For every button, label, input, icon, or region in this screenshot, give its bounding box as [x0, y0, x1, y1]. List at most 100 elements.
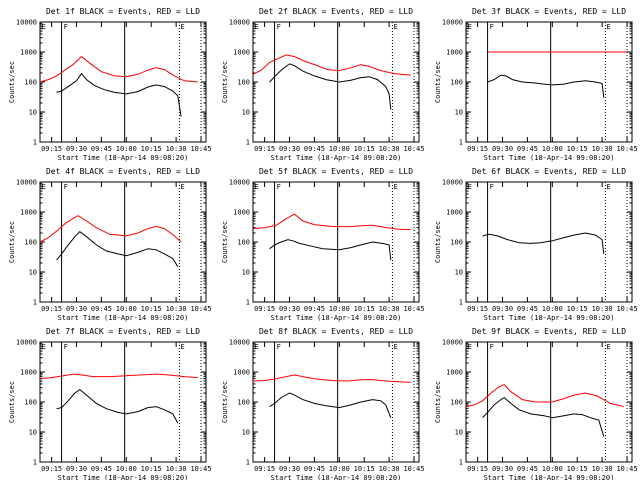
- y-tick-label: 10: [29, 109, 37, 117]
- marker-label: F: [490, 23, 494, 31]
- marker-label: E: [42, 343, 46, 351]
- x-tick-label: 09:15: [41, 305, 62, 313]
- x-tick-label: 09:15: [467, 465, 488, 473]
- y-axis-label: Counts/sec: [434, 221, 442, 263]
- x-tick-label: 10:00: [542, 305, 563, 313]
- events-series-line: [487, 74, 605, 98]
- x-tick-label: 10:15: [141, 145, 162, 153]
- y-axis-label: Counts/sec: [8, 381, 16, 423]
- marker-label: E: [42, 23, 46, 31]
- marker-label: F: [490, 343, 494, 351]
- y-tick-label: 10: [242, 429, 250, 437]
- x-tick-label: 09:45: [304, 465, 325, 473]
- panel-title: Det 1f BLACK = Events, RED = LLD: [46, 7, 200, 16]
- y-tick-label: 10000: [442, 179, 463, 187]
- x-tick-label: 09:45: [517, 465, 538, 473]
- y-tick-label: 1000: [446, 209, 463, 217]
- marker-label: E: [468, 23, 472, 31]
- x-tick-label: 09:30: [492, 305, 513, 313]
- plot-frame: [252, 181, 420, 303]
- panel-title: Det 4f BLACK = Events, RED = LLD: [46, 167, 200, 176]
- y-tick-label: 100: [237, 79, 250, 87]
- panel-title: Det 9f BLACK = Events, RED = LLD: [472, 327, 626, 336]
- x-tick-label: 10:30: [592, 305, 613, 313]
- x-tick-label: 10:45: [190, 145, 211, 153]
- x-tick-label: 10:00: [329, 145, 350, 153]
- y-tick-label: 10000: [16, 179, 37, 187]
- lld-series-line: [39, 215, 182, 243]
- plot-frame: [465, 21, 633, 143]
- y-tick-label: 1: [459, 299, 463, 307]
- x-tick-label: 10:30: [379, 305, 400, 313]
- x-tick-label: 09:30: [492, 465, 513, 473]
- y-tick-label: 1000: [20, 209, 37, 217]
- marker-label: E: [42, 183, 46, 191]
- marker-label: E: [180, 23, 184, 31]
- marker-label: E: [468, 343, 472, 351]
- lld-series-line: [39, 55, 198, 83]
- panel-title: Det 6f BLACK = Events, RED = LLD: [472, 167, 626, 176]
- panel-title: Det 2f BLACK = Events, RED = LLD: [259, 7, 413, 16]
- x-tick-label: 09:15: [467, 305, 488, 313]
- y-tick-label: 100: [450, 399, 463, 407]
- marker-label: F: [277, 183, 281, 191]
- x-tick-label: 09:45: [91, 305, 112, 313]
- events-series-line: [269, 239, 392, 261]
- y-tick-label: 1: [33, 139, 37, 147]
- x-tick-label: 09:30: [279, 145, 300, 153]
- events-series-line: [269, 63, 392, 110]
- marker-label: E: [393, 23, 397, 31]
- y-tick-label: 10: [242, 269, 250, 277]
- x-axis-label: Start Time (18-Apr-14 09:08:20): [58, 474, 189, 480]
- marker-label: F: [277, 343, 281, 351]
- det-panel-6: Det 6f BLACK = Events, RED = LLD 1 10 100 10…: [434, 167, 638, 322]
- y-tick-label: 10000: [229, 19, 250, 27]
- y-tick-label: 10: [455, 109, 463, 117]
- y-axis-label: Counts/sec: [8, 221, 16, 263]
- det-panel-9: Det 9f BLACK = Events, RED = LLD 1 10 100 10…: [434, 327, 638, 480]
- y-tick-label: 1000: [233, 209, 250, 217]
- x-tick-label: 10:45: [403, 465, 424, 473]
- y-tick-label: 100: [237, 399, 250, 407]
- plot-frame: [465, 181, 633, 303]
- y-tick-label: 1: [33, 299, 37, 307]
- x-tick-label: 09:15: [254, 465, 275, 473]
- y-tick-label: 10000: [16, 19, 37, 27]
- y-axis-label: Counts/sec: [434, 61, 442, 103]
- y-tick-label: 1000: [446, 369, 463, 377]
- x-tick-label: 09:45: [91, 465, 112, 473]
- y-tick-label: 10000: [229, 179, 250, 187]
- det-panel-7: Det 7f BLACK = Events, RED = LLD 1 10 100 10…: [8, 327, 212, 480]
- x-tick-label: 10:15: [567, 305, 588, 313]
- x-tick-label: 10:00: [542, 465, 563, 473]
- y-tick-label: 1: [246, 299, 250, 307]
- x-tick-label: 09:15: [254, 145, 275, 153]
- x-tick-label: 10:45: [190, 305, 211, 313]
- x-axis-label: Start Time (18-Apr-14 09:08:20): [58, 314, 189, 322]
- x-axis-label: Start Time (18-Apr-14 09:08:20): [484, 154, 615, 162]
- y-tick-label: 1: [246, 459, 250, 467]
- lld-series-line: [252, 54, 411, 76]
- x-tick-label: 10:30: [166, 465, 187, 473]
- plot-frame: [252, 341, 420, 463]
- y-tick-label: 1000: [446, 49, 463, 57]
- x-tick-label: 10:00: [329, 305, 350, 313]
- x-tick-label: 09:45: [517, 305, 538, 313]
- x-tick-label: 09:15: [41, 465, 62, 473]
- y-tick-label: 10: [455, 269, 463, 277]
- det-panel-3: Det 3f BLACK = Events, RED = LLD 1 10 100 10…: [434, 7, 638, 162]
- x-tick-label: 09:30: [279, 465, 300, 473]
- x-tick-label: 09:15: [41, 145, 62, 153]
- x-tick-label: 09:30: [279, 305, 300, 313]
- x-tick-label: 10:15: [354, 305, 375, 313]
- y-tick-label: 100: [24, 239, 37, 247]
- y-tick-label: 10000: [16, 339, 37, 347]
- y-tick-label: 10000: [442, 339, 463, 347]
- plot-frame: [252, 21, 420, 143]
- events-series-line: [56, 388, 179, 424]
- y-tick-label: 1000: [233, 49, 250, 57]
- x-axis-label: Start Time (18-Apr-14 09:08:20): [484, 474, 615, 480]
- y-tick-label: 100: [450, 79, 463, 87]
- marker-label: E: [393, 343, 397, 351]
- x-tick-label: 10:15: [567, 465, 588, 473]
